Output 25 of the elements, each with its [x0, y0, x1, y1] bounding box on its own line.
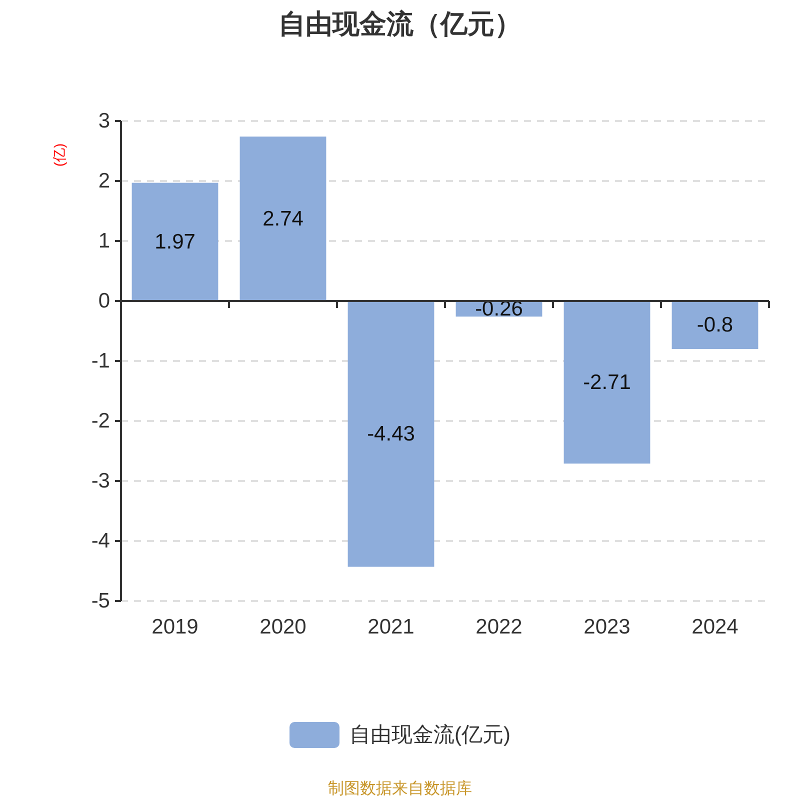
y-tick-label: 0 — [98, 290, 110, 312]
y-tick-label: -4 — [91, 530, 110, 552]
y-tick-label: -5 — [91, 590, 110, 612]
x-tick-label: 2022 — [476, 616, 522, 638]
data-label: -4.43 — [367, 422, 415, 446]
legend: 自由现金流(亿元) — [290, 722, 510, 748]
data-label: 2.74 — [262, 207, 304, 230]
data-label: -0.8 — [696, 314, 734, 336]
legend-label: 自由现金流(亿元) — [350, 724, 510, 746]
x-tick-label: 2024 — [692, 616, 739, 638]
y-tick-label: 3 — [98, 110, 110, 132]
y-tick-label: 1 — [98, 230, 110, 252]
x-tick-label: 2021 — [368, 616, 414, 638]
data-label: 1.97 — [154, 230, 196, 254]
x-tick-label: 2023 — [584, 616, 630, 638]
x-tick-label: 2020 — [260, 616, 306, 638]
y-tick-label: -3 — [91, 470, 110, 492]
x-tick-label: 2019 — [152, 616, 198, 638]
text: 制图数据来自数据库 — [328, 780, 472, 798]
data-label: -2.71 — [583, 370, 631, 394]
y-tick-label: -2 — [91, 410, 110, 432]
chart-title: 自由现金流（亿元） — [278, 9, 522, 39]
y-tick-label: -1 — [91, 350, 110, 372]
y-tick-label: 2 — [98, 170, 110, 192]
y-axis-title: (亿) — [51, 143, 67, 167]
